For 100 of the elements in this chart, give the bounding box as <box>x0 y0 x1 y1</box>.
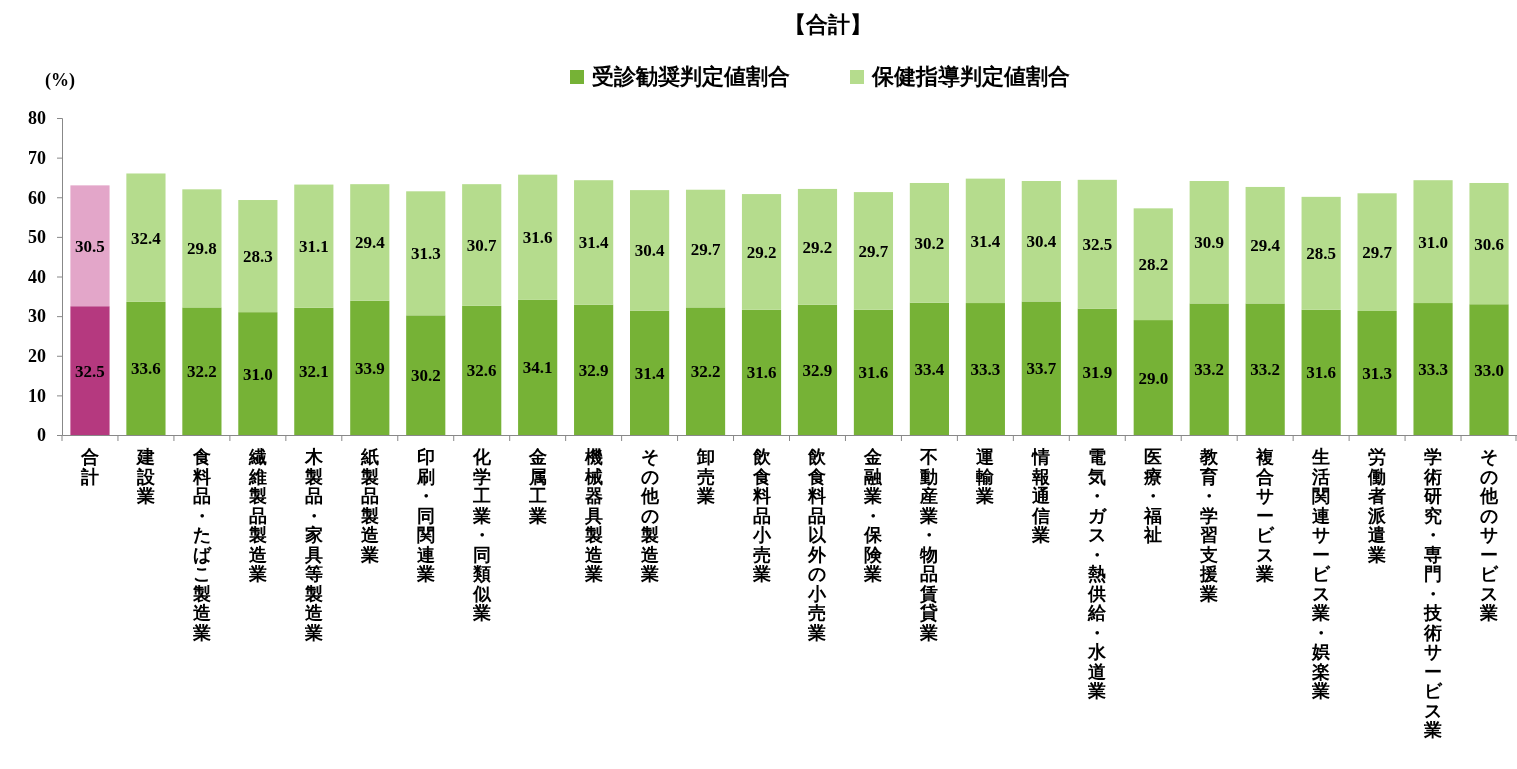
y-tick-label: 20 <box>28 346 46 367</box>
bar <box>1245 303 1285 435</box>
bar <box>853 192 894 310</box>
category-label: 食料品・たばこ製造業 <box>192 447 211 643</box>
bar <box>406 191 446 316</box>
x-tick-label: 金属工業 <box>527 447 547 526</box>
data-label: 28.5 <box>1306 244 1337 264</box>
x-tick-label: 金融業・保険業 <box>863 447 884 584</box>
data-label: 29.4 <box>354 233 386 253</box>
data-label: 31.9 <box>1082 362 1113 382</box>
bar <box>1077 179 1117 309</box>
y-tick-label: 50 <box>28 227 46 248</box>
y-axis-title: (%) <box>45 70 75 91</box>
data-label: 30.7 <box>466 236 498 255</box>
bar <box>1077 308 1117 435</box>
data-label: 33.7 <box>1026 359 1057 379</box>
data-label: 29.7 <box>1362 243 1393 263</box>
bar <box>1301 196 1341 310</box>
bar <box>853 309 894 435</box>
x-tick-label: 紙製品製造業 <box>359 447 379 565</box>
x-tick-label: その他の製造業 <box>639 447 660 584</box>
data-label: 32.9 <box>578 360 609 380</box>
data-label: 34.1 <box>522 358 553 378</box>
x-tick-label: 運輸業 <box>975 447 996 506</box>
legend-label: 受診勧奨判定値割合 <box>592 64 790 89</box>
category-label: 化学工業・同類似業 <box>472 447 491 623</box>
data-label: 31.4 <box>634 363 665 383</box>
data-label: 29.0 <box>1138 368 1169 388</box>
data-label: 33.3 <box>1418 360 1448 380</box>
data-label: 31.3 <box>1362 363 1392 383</box>
x-tick-label: 飲食料品小売業 <box>751 447 772 584</box>
bar <box>462 184 502 306</box>
bar <box>70 306 110 435</box>
bar <box>685 189 726 308</box>
data-label: 29.7 <box>690 239 721 259</box>
x-tick-label: 教育・学習支援業 <box>1199 447 1220 604</box>
data-label: 30.2 <box>914 233 945 253</box>
data-label: 31.4 <box>970 231 1001 251</box>
category-label: 飲食料品以外の小売業 <box>808 447 827 643</box>
bar <box>1133 320 1173 435</box>
x-tick-label: 複合サービス業 <box>1255 447 1276 584</box>
bar <box>1021 181 1061 302</box>
data-label: 30.4 <box>634 241 665 261</box>
data-label: 32.5 <box>75 361 105 381</box>
bar <box>462 305 502 435</box>
data-label: 29.8 <box>187 239 217 259</box>
y-tick-label: 70 <box>28 147 46 168</box>
y-tick-label: 10 <box>28 385 46 406</box>
bar <box>741 194 782 310</box>
data-label: 31.6 <box>858 363 889 383</box>
bar <box>238 200 278 313</box>
x-tick-label: 印刷・同関連業 <box>415 447 435 584</box>
bar <box>1189 181 1229 304</box>
data-label: 32.6 <box>466 361 497 381</box>
bar <box>574 304 614 435</box>
bar <box>1301 309 1341 435</box>
data-label: 33.9 <box>354 358 385 378</box>
bar <box>126 301 166 435</box>
bar <box>126 173 166 302</box>
bar <box>1357 193 1397 311</box>
bar <box>574 180 614 305</box>
data-label: 30.4 <box>1026 232 1057 252</box>
data-label: 32.9 <box>802 360 833 380</box>
x-tick-label: 繊維製品製造業 <box>247 447 267 584</box>
bar <box>1245 186 1285 304</box>
chart-title: 【合計】 <box>784 12 872 37</box>
bar <box>685 307 726 435</box>
bar <box>1189 303 1229 435</box>
bar <box>965 303 1005 435</box>
data-label: 29.2 <box>746 242 777 262</box>
x-tick-label: 合計 <box>79 447 99 487</box>
data-label: 31.4 <box>578 233 610 253</box>
bar <box>350 300 390 435</box>
category-label: 生活関連サービス業・娯楽業 <box>1312 447 1331 701</box>
category-label: その他のサービス業 <box>1480 447 1499 623</box>
bar <box>294 307 334 435</box>
data-label: 32.1 <box>298 362 329 382</box>
data-label: 30.5 <box>75 236 105 256</box>
x-tick-label: 機械器具製造業 <box>583 447 603 584</box>
data-label: 33.2 <box>1194 360 1225 380</box>
bar <box>1469 304 1509 435</box>
bar <box>350 184 390 301</box>
data-label: 28.2 <box>1138 255 1169 275</box>
bar <box>1413 180 1453 304</box>
category-label: 不動産業・物品賃貸業 <box>920 447 939 643</box>
category-label: 木製品・家具等製造業 <box>304 447 323 643</box>
legend-label: 保健指導判定値割合 <box>871 64 1070 89</box>
data-label: 29.7 <box>858 241 889 261</box>
bar <box>406 315 446 435</box>
bar <box>630 310 670 435</box>
x-tick-label: 建設業 <box>134 447 156 506</box>
bar <box>294 184 334 308</box>
y-tick-label: 30 <box>28 306 46 327</box>
data-label: 32.2 <box>690 362 721 382</box>
data-label: 33.0 <box>1474 360 1504 380</box>
data-label: 29.4 <box>1250 236 1281 256</box>
bar <box>1133 208 1173 321</box>
bar <box>965 178 1005 304</box>
data-label: 32.2 <box>187 362 217 382</box>
bar <box>797 304 838 435</box>
